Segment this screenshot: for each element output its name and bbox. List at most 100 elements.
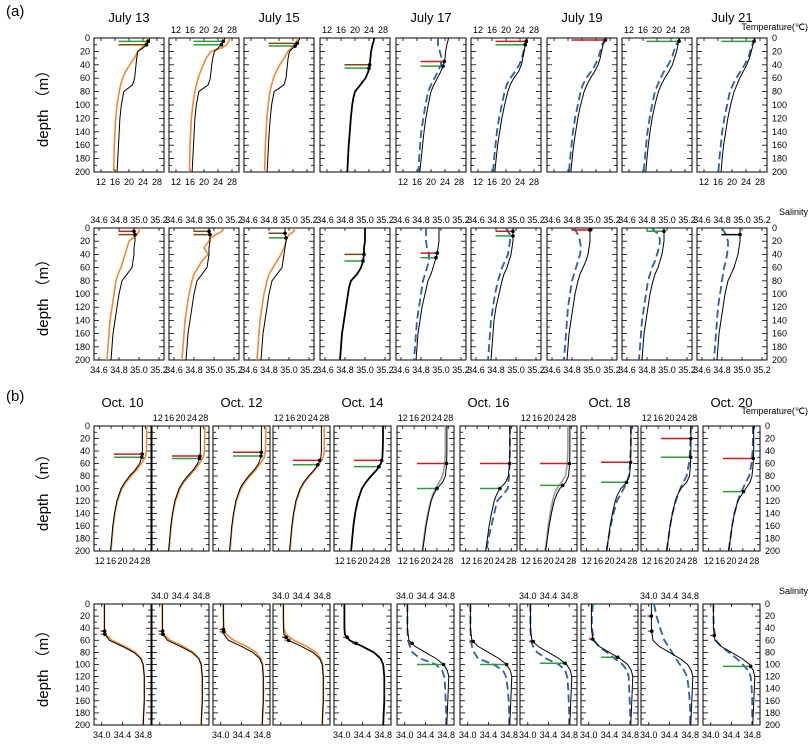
x-tick-label-top: 34.0 — [640, 591, 658, 601]
x-tick-label-top: 24 — [213, 25, 223, 35]
model-profile-line — [563, 228, 582, 360]
panel-frame — [243, 37, 315, 173]
x-tick-label-top: 35.2 — [527, 215, 545, 225]
x-tick-label-top: 20 — [652, 25, 662, 35]
marker-dot — [284, 236, 288, 240]
profile-panel-8: 12 16 20 24 28 — [621, 25, 693, 173]
x-tick-label-top: 28 — [198, 413, 208, 423]
model-profile-line — [168, 426, 206, 551]
x-tick-label: 34.4 — [233, 730, 251, 740]
y-tick-label: 140 — [75, 509, 90, 519]
x-tick-label-top: 28 — [378, 25, 388, 35]
x-tick-label: 34.0 — [702, 730, 720, 740]
y-tick-label-right: 140 — [772, 127, 787, 137]
profile-panel-6: 12 16 20 24 28 12 16 20 24 28 — [470, 25, 542, 187]
marker-dot — [434, 255, 438, 260]
y-tick-label: 200 — [75, 546, 90, 556]
model-profile-line — [106, 228, 140, 360]
marker-dot — [208, 232, 212, 237]
x-tick-label-top: 28 — [529, 25, 539, 35]
x-tick-label-top: 28 — [443, 413, 453, 423]
y-tick-label-right: 80 — [765, 471, 775, 481]
x-tick-label: 20 — [501, 177, 511, 187]
x-tick-label-top: 35.0 — [205, 215, 223, 225]
variable-label: Salinity — [779, 207, 809, 217]
model-profile-line — [282, 604, 325, 725]
panel-frame — [621, 37, 693, 173]
y-tick-label-right: 120 — [765, 496, 780, 506]
profile-panel-9: 12 16 20 24 28 Oct. 18 — [580, 395, 639, 566]
panel-curves — [492, 38, 529, 172]
y-tick-label-right: 160 — [765, 696, 780, 706]
x-tick-label: 34.6 — [240, 365, 258, 375]
x-tick-label-top: 34.0 — [272, 591, 290, 601]
observed-profile-line — [415, 228, 440, 360]
marker-dot — [444, 461, 449, 466]
x-tick-label: 35.0 — [507, 365, 525, 375]
marker-dot — [712, 633, 717, 638]
x-tick-label-top: 34.8 — [412, 215, 430, 225]
marker-dot — [161, 632, 165, 637]
observed-profile-line — [289, 426, 322, 551]
marker-dot — [649, 629, 654, 634]
x-tick-label: 20 — [543, 556, 553, 566]
x-tick-label-top: 35.0 — [356, 215, 374, 225]
y-tick-label-right: 180 — [765, 534, 780, 544]
x-tick-label-top: 34.8 — [487, 215, 505, 225]
y-tick-label: 140 — [75, 315, 90, 325]
x-tick-label-top: 35.2 — [603, 215, 621, 225]
observed-profile-line — [490, 228, 514, 360]
x-tick-label-top: 16 — [653, 413, 663, 423]
x-tick-label-top: 12 — [274, 413, 284, 423]
observed-profile-line — [168, 426, 201, 551]
marker-dot — [197, 456, 202, 461]
y-tick-label: 20 — [80, 46, 90, 56]
x-tick-label: 24 — [741, 177, 751, 187]
model-profile-line — [591, 604, 632, 725]
y-tick-label-right: 20 — [765, 611, 775, 621]
x-tick-label: 20 — [124, 177, 134, 187]
x-tick-label: 16 — [106, 556, 116, 566]
x-tick-label: 12 — [95, 556, 105, 566]
y-tick-label: 60 — [80, 459, 90, 469]
x-tick-label-top: 16 — [487, 25, 497, 35]
date-title: July 13 — [108, 10, 149, 25]
x-tick-label: 34.0 — [640, 730, 658, 740]
y-tick-label: 0 — [85, 599, 90, 609]
x-tick-label-top: 16 — [409, 413, 419, 423]
x-tick-label-top: 20 — [501, 25, 511, 35]
x-tick-label: 34.6 — [543, 365, 561, 375]
y-tick-label: 200 — [75, 355, 90, 365]
x-tick-label-top: 34.8 — [336, 215, 354, 225]
y-tick-label-right: 100 — [772, 289, 787, 299]
x-tick-label-top: 20 — [664, 413, 674, 423]
marker-dot — [410, 641, 414, 646]
x-tick-label-top: 34.8 — [560, 591, 578, 601]
x-tick-label: 34.8 — [437, 730, 455, 740]
x-tick-label-top: 24 — [515, 25, 525, 35]
panel-frame — [696, 227, 768, 361]
panel-frame — [395, 37, 467, 173]
x-tick-label-top: 35.0 — [432, 215, 450, 225]
x-tick-label: 28 — [380, 556, 390, 566]
y-tick-label-right: 120 — [772, 113, 787, 123]
marker-dot — [523, 42, 528, 47]
date-title: July 19 — [561, 10, 602, 25]
panel-curves — [416, 426, 449, 551]
x-tick-label-top: 34.6 — [693, 215, 711, 225]
x-tick-label-top: 34.4 — [540, 591, 558, 601]
panel-curves — [343, 604, 386, 725]
x-tick-label: 34.8 — [560, 730, 578, 740]
x-tick-label-top: 35.0 — [658, 215, 676, 225]
marker-dot — [207, 229, 211, 234]
x-tick-label: 34.4 — [417, 730, 435, 740]
x-tick-label: 16 — [593, 556, 603, 566]
x-tick-label: 28 — [529, 177, 539, 187]
panel-frame — [621, 227, 693, 361]
marker-dot — [146, 39, 151, 44]
model-profile-line — [605, 426, 632, 551]
model-profile-line — [727, 426, 754, 551]
y-tick-label: 40 — [80, 60, 90, 70]
profile-panel-7: 34.0 34.4 34.8 — [459, 603, 518, 740]
observed-profile-line — [720, 38, 756, 172]
